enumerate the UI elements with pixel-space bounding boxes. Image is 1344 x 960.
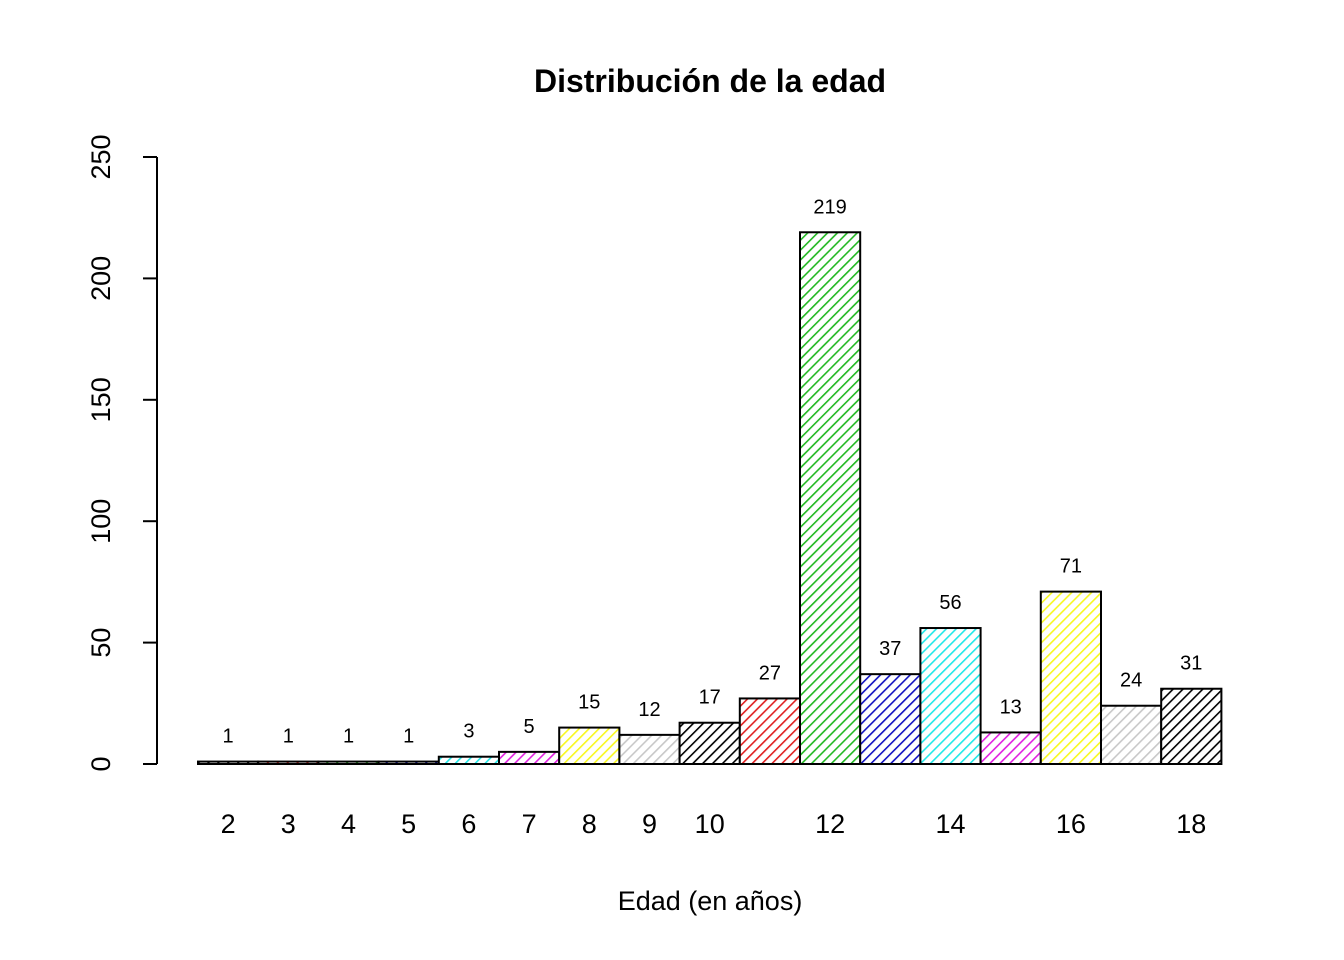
bar-11 xyxy=(738,697,801,765)
data-label: 3 xyxy=(463,721,474,743)
bar-14 xyxy=(919,627,982,765)
x-tick-label: 2 xyxy=(221,809,236,839)
x-tick-label: 18 xyxy=(1176,809,1206,839)
data-label: 27 xyxy=(759,662,781,684)
bar-4 xyxy=(317,760,380,766)
chart-title: Distribución de la edad xyxy=(534,63,886,99)
y-tick-label: 200 xyxy=(86,256,116,301)
x-tick-label: 8 xyxy=(582,809,597,839)
data-label: 56 xyxy=(939,592,961,614)
bar-9 xyxy=(618,733,681,766)
x-tick-label: 6 xyxy=(461,809,476,839)
data-label: 1 xyxy=(343,726,354,748)
bar-7 xyxy=(498,750,561,765)
bar-16 xyxy=(1039,590,1103,765)
data-label: 5 xyxy=(524,716,535,738)
data-label: 37 xyxy=(879,638,901,660)
bar-5 xyxy=(377,760,440,766)
bar-3 xyxy=(257,760,320,766)
x-tick-label: 3 xyxy=(281,809,296,839)
bar-6 xyxy=(437,755,500,766)
y-tick-label: 150 xyxy=(86,377,116,422)
data-label: 71 xyxy=(1060,556,1082,578)
y-tick-label: 250 xyxy=(86,134,116,179)
x-axis-labels: 2 3 4 5 6 7 8 9 10 12 14 16 18 xyxy=(221,809,1207,839)
data-label: 1 xyxy=(283,726,294,748)
bar-18 xyxy=(1160,687,1223,765)
data-label: 219 xyxy=(813,196,846,218)
bar-10 xyxy=(678,721,741,765)
x-axis-title: Edad (en años) xyxy=(618,886,803,916)
x-tick-label: 16 xyxy=(1056,809,1086,839)
bar-17 xyxy=(1100,704,1163,766)
bar-13 xyxy=(859,673,922,765)
x-tick-label: 12 xyxy=(815,809,845,839)
data-label: 17 xyxy=(699,687,721,709)
data-label: 15 xyxy=(578,692,600,714)
y-tick-label: 0 xyxy=(86,756,116,771)
bar-12 xyxy=(799,231,862,765)
bar-15 xyxy=(979,731,1042,765)
data-label: 31 xyxy=(1180,653,1202,675)
x-tick-label: 10 xyxy=(695,809,725,839)
y-tick-label: 100 xyxy=(86,499,116,544)
y-axis: 0 50 100 150 200 250 xyxy=(86,134,158,772)
y-tick-label: 50 xyxy=(86,628,116,658)
x-tick-label: 7 xyxy=(522,809,537,839)
x-tick-label: 14 xyxy=(935,809,965,839)
x-tick-label: 9 xyxy=(642,809,657,839)
bar-8 xyxy=(558,726,621,766)
data-label: 24 xyxy=(1120,670,1142,692)
data-label: 12 xyxy=(638,699,660,721)
data-label: 1 xyxy=(223,726,234,748)
bar-2 xyxy=(197,760,260,766)
data-label: 13 xyxy=(1000,696,1022,718)
data-label: 1 xyxy=(403,726,414,748)
x-tick-label: 5 xyxy=(401,809,416,839)
x-tick-label: 4 xyxy=(341,809,356,839)
